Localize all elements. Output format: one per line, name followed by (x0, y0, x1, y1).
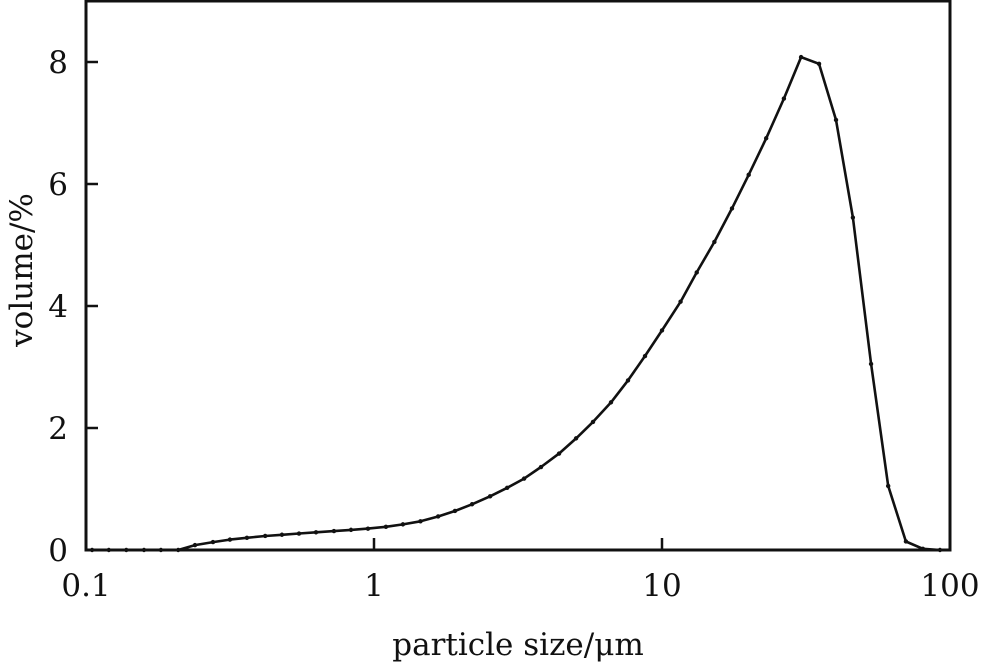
data-point (642, 353, 648, 359)
data-point (244, 535, 250, 540)
data-point (746, 172, 751, 178)
data-point (418, 519, 423, 524)
data-point (781, 96, 787, 101)
data-point (868, 361, 874, 367)
data-point (798, 54, 804, 60)
data-point (538, 464, 544, 470)
data-point (296, 531, 302, 536)
y-axis-label: volume/% (4, 193, 40, 348)
y-tick-label: 6 (48, 167, 68, 203)
data-point (331, 528, 337, 534)
data-point (313, 530, 319, 535)
data-point (192, 542, 198, 548)
y-tick-label: 4 (48, 289, 68, 325)
data-point (279, 532, 285, 537)
data-point (452, 508, 458, 514)
data-point (763, 136, 769, 141)
plot-frame (84, 0, 952, 552)
data-point (400, 522, 406, 527)
data-point (262, 533, 268, 539)
y-tick-label: 2 (48, 411, 68, 447)
data-point (556, 451, 562, 456)
data-point (521, 476, 527, 481)
data-point (729, 206, 735, 211)
data-point (227, 537, 233, 542)
data-point (590, 419, 596, 425)
series-line (92, 55, 941, 552)
x-tick-label: 0.1 (61, 568, 110, 604)
data-point (712, 239, 717, 245)
data-point (435, 514, 441, 519)
data-point (469, 502, 475, 507)
data-point (625, 378, 631, 383)
y-tick-label: 0 (48, 533, 68, 569)
data-point (833, 117, 839, 123)
data-point (210, 539, 216, 545)
data-point (659, 328, 665, 333)
y-tick-label: 8 (48, 45, 68, 81)
data-point (694, 270, 699, 275)
data-point (850, 215, 856, 220)
data-point (816, 61, 822, 67)
data-point (608, 400, 614, 405)
x-tick-label: 10 (642, 568, 681, 604)
x-tick-label: 100 (920, 568, 979, 604)
data-point (487, 494, 493, 499)
data-point (348, 527, 354, 533)
data-point (365, 526, 371, 531)
data-point (885, 483, 891, 489)
x-axis-label: particle size/μm (392, 627, 643, 663)
x-tick-label: 1 (364, 568, 384, 604)
data-point (678, 299, 683, 304)
data-point (504, 485, 510, 490)
data-point (903, 539, 909, 544)
data-point (573, 436, 579, 441)
data-point (383, 524, 389, 530)
